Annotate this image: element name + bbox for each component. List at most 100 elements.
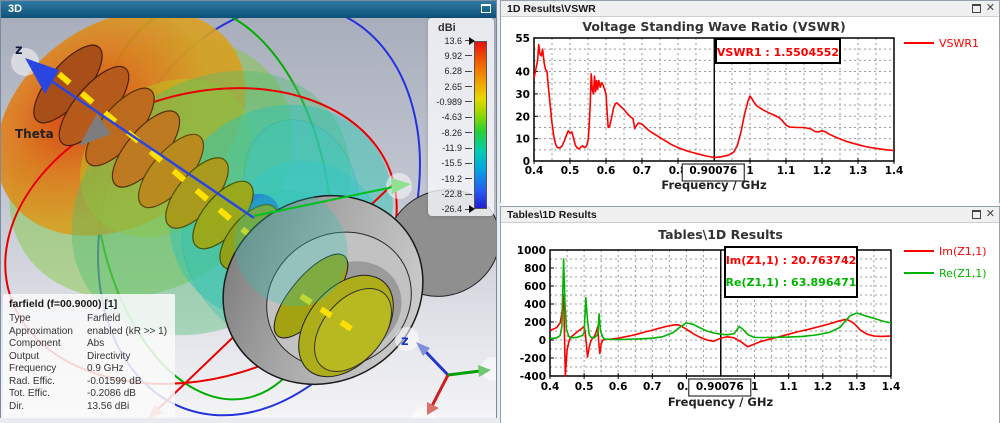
panel-3d-title: 3D [8,3,23,15]
x-tick-label: 1.1 [779,381,798,393]
marker-readout: VSWR1 : 1.5504552 [717,46,839,59]
colorbar-min-arrow [469,205,475,213]
y-tick-label: 800 [524,263,546,275]
panel-3d: 3D [0,0,505,423]
3d-scene: z Theta [0,3,505,423]
z-axis-arrow [25,58,59,94]
close-icon[interactable]: ✕ [985,2,995,14]
marker-readout: Im(Z1,1) : 20.763742 [726,254,857,267]
farfield-info-title: farfield (f=00.9000) [1] [9,298,118,310]
x-tick-label: 1.2 [813,165,832,177]
green-axis-arrow [391,178,411,194]
marker-x-value: 0.90076 [689,165,737,177]
maximize-icon[interactable] [971,4,981,13]
theta-label: Theta [15,127,54,141]
y-tick-label: 1000 [517,245,546,257]
x-tick-label: 1.2 [813,381,832,393]
theta-arrow [79,114,111,146]
legend-label: VSWR1 [939,37,979,50]
y-tick-label: 10 [515,134,530,146]
legend-label: Im(Z1,1) [939,245,987,258]
farfield-info-row: Frequency 0.9 GHz [9,363,124,374]
close-icon[interactable]: ✕ [985,208,995,220]
triad-x-label: x [418,417,427,418]
triad-z-label: z [401,334,409,349]
colorbar-tick: -19.2 [428,173,472,184]
x-tick-label: 0.7 [633,165,652,177]
marker-readout-box[interactable] [715,38,841,64]
curve-VSWR1 [533,43,895,159]
marker-readout: Re(Z1,1) : 63.896471 [726,276,857,289]
maximize-icon[interactable] [971,210,981,219]
colorbar-tick: 13.6 [428,35,472,46]
colorbar-tick: -0.989 [428,96,472,107]
farfield-info-row: Approximation enabled (kR >> 1) [9,325,168,337]
x-tick-label: 0.4 [525,165,544,177]
3d-viewport[interactable]: z Theta [0,3,505,423]
colorbar-tick: -4.63 [428,112,472,123]
x-tick-label: 1.4 [882,381,901,393]
marker-x-box [688,378,752,397]
farfield-info-row: Output Directivity [9,350,131,362]
marker-readout-box[interactable] [724,246,858,298]
y-tick-label: 40 [515,67,530,79]
y-tick-label: 30 [515,89,530,101]
colorbar-tick: -8.26 [428,127,472,138]
ground-cone [222,189,501,386]
marker-x-box [681,163,745,182]
farfield-info-row: Component Abs [9,338,105,349]
panel-vswr-title: 1D Results\VSWR [507,3,596,15]
y-tick-label: -200 [520,353,546,365]
vswr-chart[interactable]: Voltage Standing Wave Ratio (VSWR)Freque… [501,17,999,203]
tables-chart-area[interactable]: Tables\1D Results Frequency / GHz -400 -200… [501,223,999,423]
coordinate-triad: z y x [395,327,505,423]
panel-vswr: 1D Results\VSWR ✕ Voltage Standing Wave … [500,0,1000,208]
colorbar: dBi 13.6 9.92 6.28 2.65 -0.989 -4.63 -8.26 -11.… [428,18,494,216]
green-axis-line [253,186,394,217]
colorbar-tick: 6.28 [428,66,472,77]
x-tick-label: 0.5 [575,381,594,393]
y-tick-label: 0 [539,335,546,347]
colorbar-tick: -22.8 [428,189,472,200]
colorbar-tick: -26.4 [428,204,472,215]
panel-vswr-titlebar[interactable]: 1D Results\VSWR ✕ [501,1,999,17]
y-tick-label: 400 [524,299,546,311]
right-column: 1D Results\VSWR ✕ Voltage Standing Wave … [500,0,1000,423]
x-tick-label: 1 [751,381,758,393]
farfield-info-box: farfield (f=00.9000) [1] Type Farfield App… [3,294,175,418]
x-tick-label: 1.4 [885,165,904,177]
y-tick-label: 0 [523,156,530,168]
farfield-info-row: Type Farfield [9,313,121,324]
panel-tables-title: Tables\1D Results [507,209,597,221]
vswr-chart-area[interactable]: Voltage Standing Wave Ratio (VSWR) Freque… [501,17,999,208]
x-tick-label: 0.7 [643,381,662,393]
panel-3d-titlebar[interactable]: 3D [1,1,496,18]
y-tick-label: 600 [524,281,546,293]
x-tick-label: 0.6 [597,165,616,177]
x-tick-label: 1.3 [848,381,867,393]
colorbar-gradient [474,41,487,209]
y-tick-label: -400 [520,371,546,383]
marker-x-value: 0.90076 [696,381,744,393]
colorbar-tick: 2.65 [428,81,472,92]
x-axis-label: Frequency / GHz [668,395,774,409]
farfield-info-row: Rad. Effic. -0.01599 dB [9,375,142,387]
x-tick-label: 0.6 [609,381,628,393]
y-tick-label: 200 [524,317,546,329]
chart-title: Tables\1D Results [658,227,783,242]
y-tick-label: 55 [515,33,530,45]
impedance-chart[interactable]: Tables\1D Results Frequency / GHz -400 -200… [501,223,999,418]
panel-tables-titlebar[interactable]: Tables\1D Results ✕ [501,207,999,223]
colorbar-tick: 9.92 [428,50,472,61]
farfield-info-row: Tot. Effic. -0.2086 dB [9,388,136,399]
y-tick-label: 20 [515,111,530,123]
farfield-info-rows: Type Farfield Approximation enabled (kR >> … [9,313,169,413]
colorbar-ticks: 13.6 9.92 6.28 2.65 -0.989 -4.63 -8.26 -11.9 -15… [428,35,472,215]
legend-label: Re(Z1,1) [939,267,987,280]
chart-title: Voltage Standing Wave Ratio (VSWR) [582,19,845,34]
maximize-icon[interactable] [481,4,491,13]
curve-Re(Z1,1) [549,258,892,341]
x-tick-label: 1.3 [849,165,868,177]
z-axis-label: z [15,43,23,58]
